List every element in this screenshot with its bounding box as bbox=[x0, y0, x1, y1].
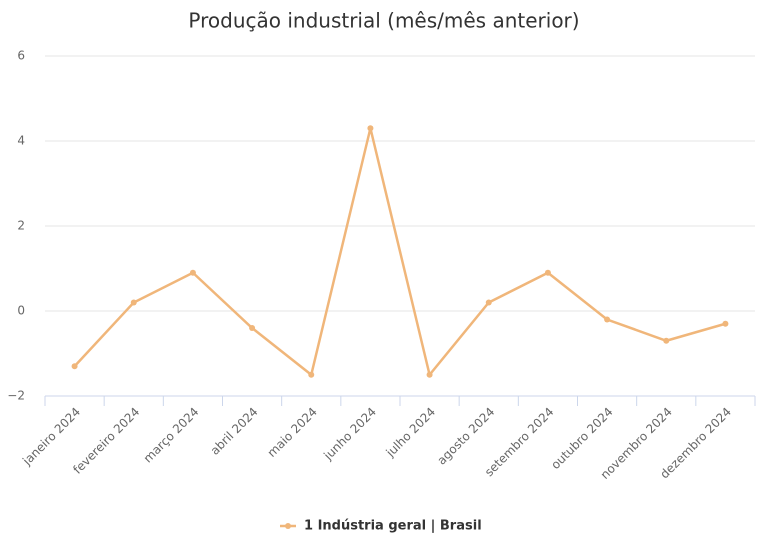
y-tick-label: 0 bbox=[17, 304, 25, 318]
x-tick-label: janeiro 2024 bbox=[19, 405, 83, 469]
x-tick-label: março 2024 bbox=[141, 405, 202, 466]
chart-title: Produção industrial (mês/mês anterior) bbox=[188, 9, 579, 33]
data-point bbox=[249, 325, 256, 331]
data-point bbox=[367, 125, 374, 132]
data-point bbox=[71, 363, 78, 370]
data-point bbox=[308, 371, 315, 378]
legend-label[interactable]: 1 Indústria geral | Brasil bbox=[304, 519, 482, 534]
legend-symbol bbox=[285, 523, 291, 529]
series-line bbox=[73, 127, 726, 378]
x-tick-label: maio 2024 bbox=[265, 405, 320, 460]
x-tick-label: agosto 2024 bbox=[434, 405, 497, 468]
x-tick-label: junho 2024 bbox=[320, 405, 379, 464]
data-point bbox=[544, 269, 551, 276]
x-tick-label: outubro 2024 bbox=[548, 405, 615, 472]
y-tick-label: 4 bbox=[17, 134, 25, 148]
x-tick-label: abril 2024 bbox=[208, 405, 261, 458]
y-tick-label: −2 bbox=[7, 389, 25, 403]
y-tick-label: 2 bbox=[17, 219, 25, 233]
data-point bbox=[426, 371, 433, 378]
data-point bbox=[189, 269, 196, 276]
data-point bbox=[722, 320, 729, 327]
y-tick-label: 6 bbox=[17, 49, 25, 63]
x-tick-label: julho 2024 bbox=[383, 405, 439, 461]
data-point bbox=[485, 299, 492, 306]
data-point bbox=[663, 337, 670, 344]
data-point bbox=[604, 316, 611, 323]
data-point bbox=[130, 299, 137, 306]
